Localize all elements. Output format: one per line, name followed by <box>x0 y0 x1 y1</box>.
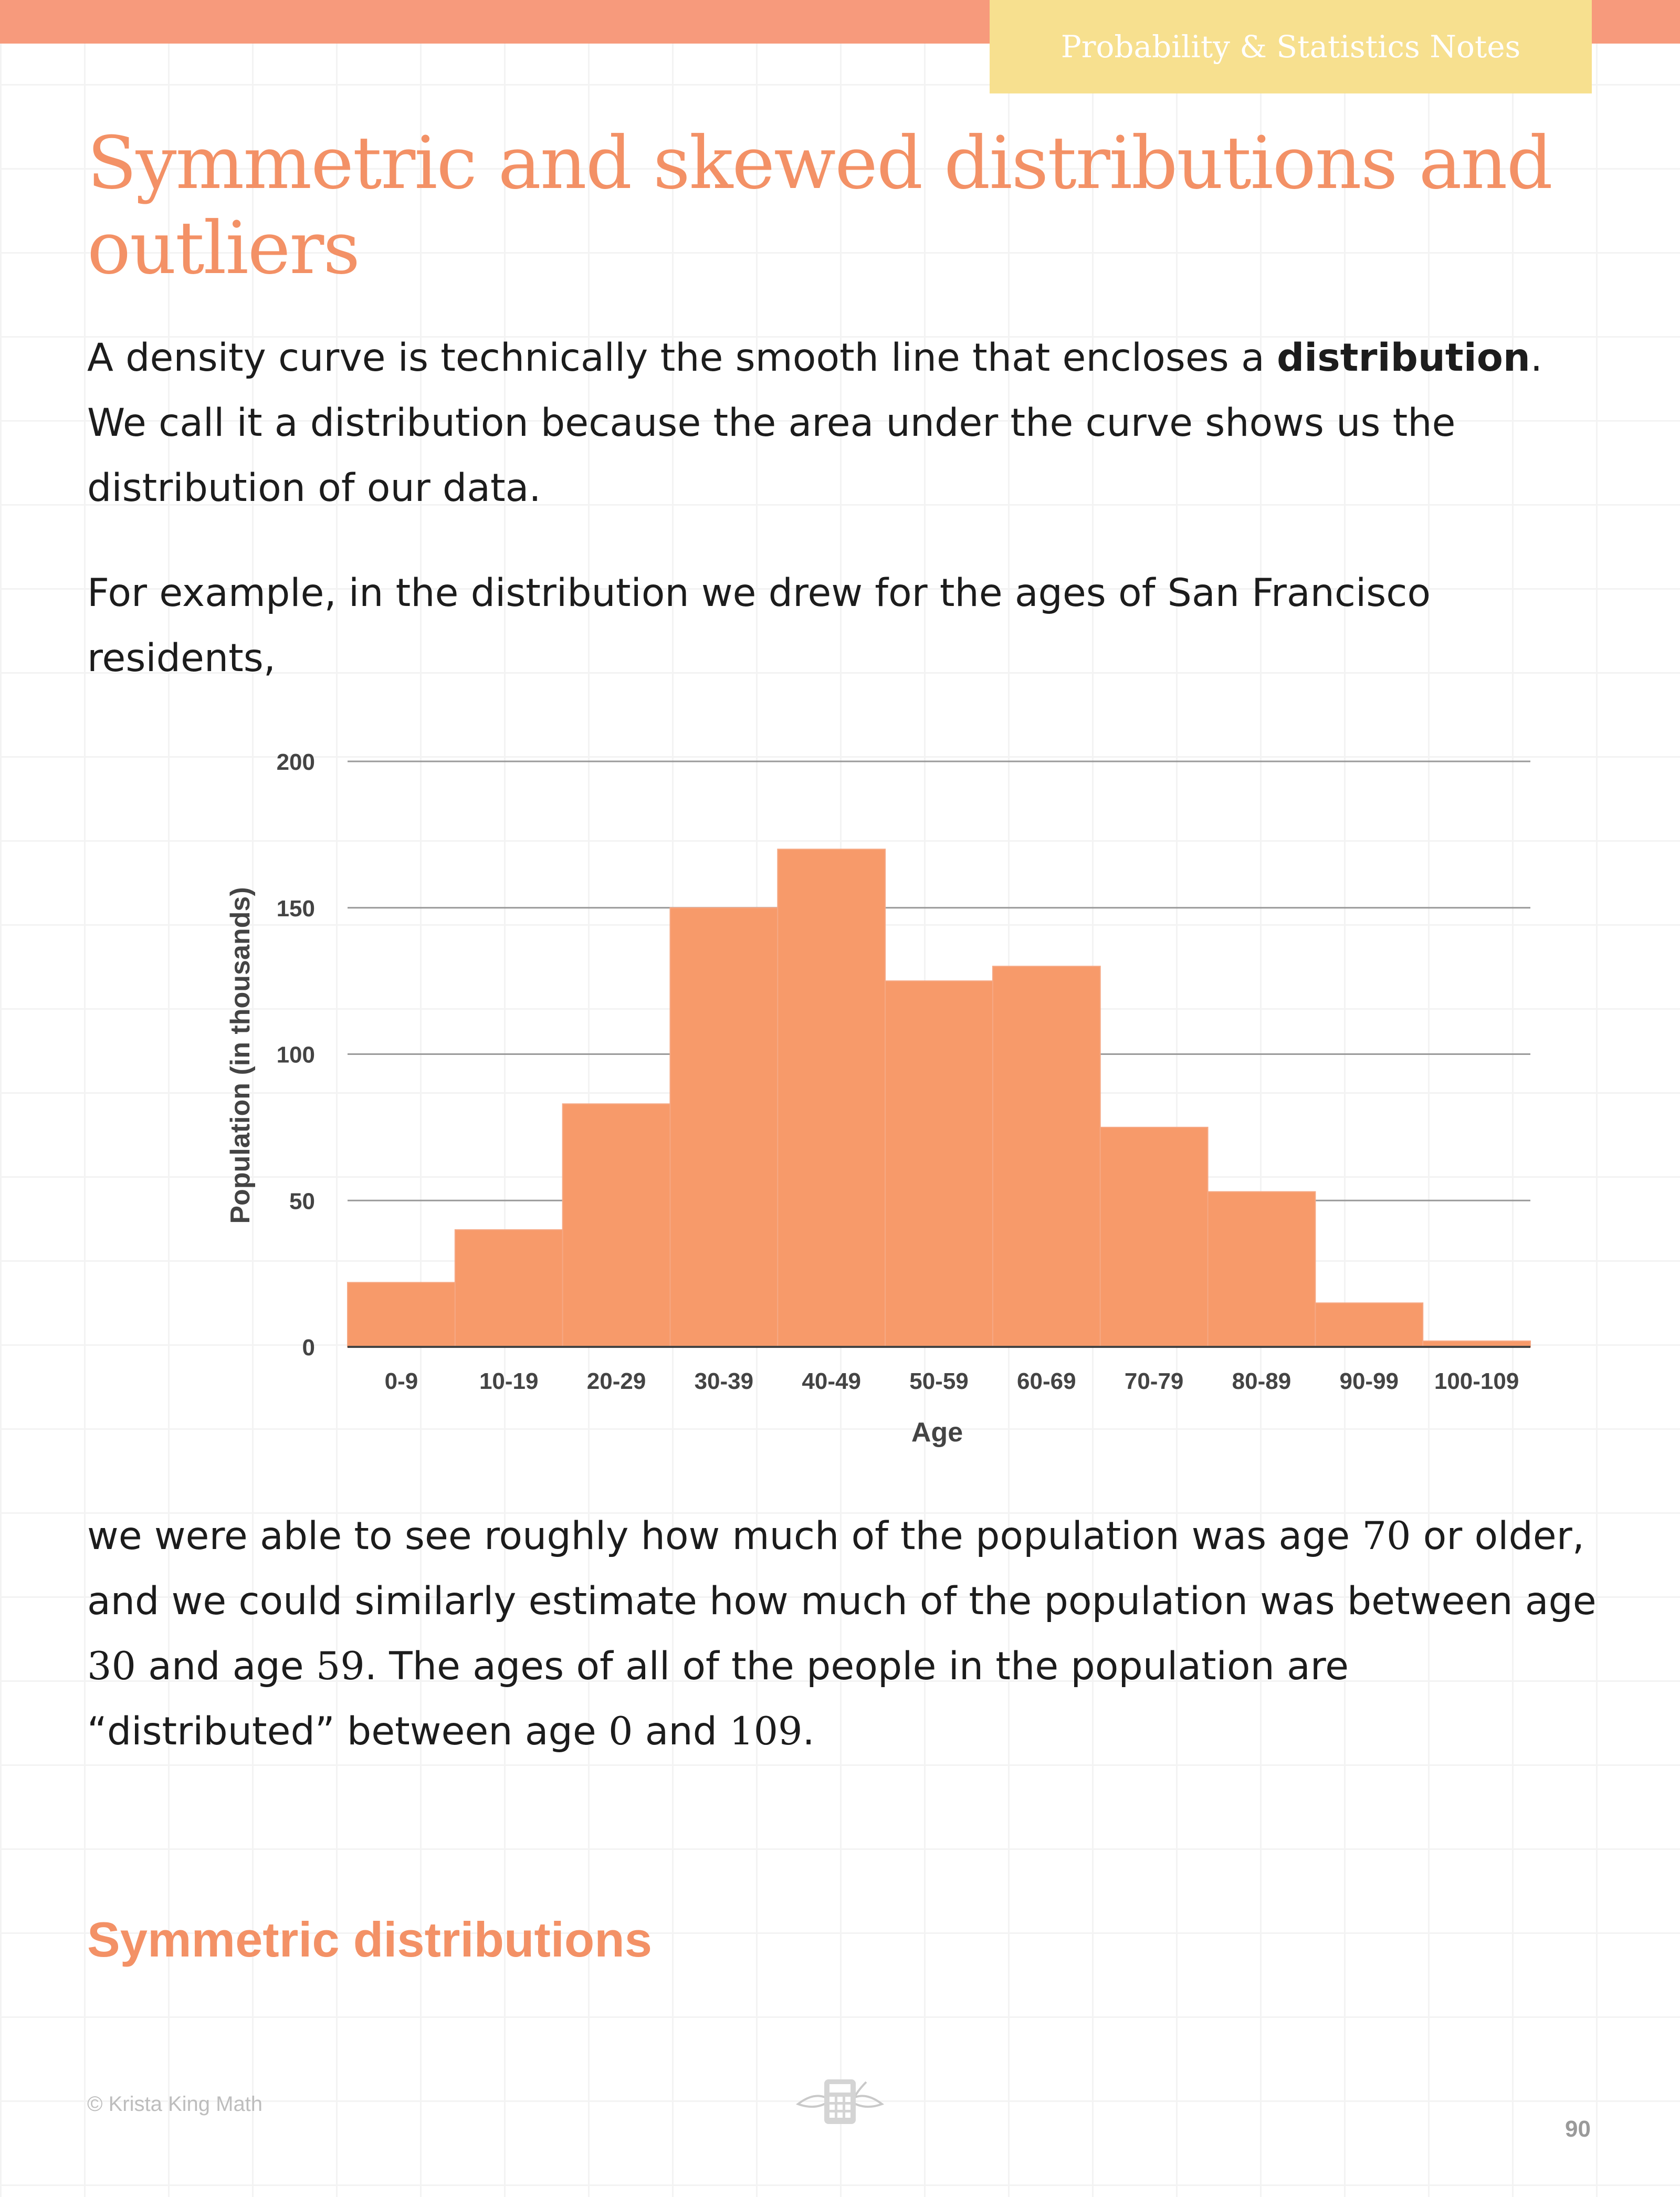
chart-y-axis-label: Population (in thousands) <box>225 887 256 1223</box>
y-tick-label: 200 <box>277 749 315 775</box>
bar-60-69 <box>992 966 1101 1347</box>
x-tick-label: 70-79 <box>1125 1368 1184 1394</box>
x-tick-label: 50-59 <box>909 1368 969 1394</box>
bar-0-9 <box>347 1282 456 1347</box>
calculator-leaves-icon <box>795 2079 885 2124</box>
text-segment: and age <box>135 1644 316 1689</box>
y-tick-label: 100 <box>277 1042 315 1068</box>
x-tick-label: 80-89 <box>1232 1368 1292 1394</box>
x-tick-label: 20-29 <box>587 1368 646 1394</box>
section-heading: Symmetric distributions <box>87 1912 652 1967</box>
intro-paragraph-2: For example, in the distribution we drew… <box>87 571 1431 681</box>
header-tab-label: Probability & Statistics Notes <box>1060 29 1521 65</box>
x-tick-label: 90-99 <box>1339 1368 1399 1394</box>
bar-10-19 <box>454 1229 563 1347</box>
text-segment: or older, and we could similarly estimat… <box>87 1514 1597 1624</box>
age-number: 59 <box>316 1644 365 1689</box>
y-tick-label: 0 <box>302 1335 315 1361</box>
x-tick-label: 100-109 <box>1434 1368 1519 1394</box>
chart-y-ticks: 0 50 100 150 200 <box>277 749 315 1361</box>
bar-50-59 <box>885 980 993 1347</box>
chart-x-ticks: 0-9 10-19 20-29 30-39 40-49 50-59 60-69 70-79 80… <box>385 1368 1519 1394</box>
age-number: 70 <box>1362 1514 1411 1558</box>
footer-copyright: © Krista King Math <box>87 2093 263 2116</box>
chart-bars <box>347 849 1531 1348</box>
intro-text-after: . We call it a distribution because the … <box>87 336 1543 510</box>
page-title: Symmetric and skewed distributions and o… <box>87 121 1553 290</box>
explanation-paragraph: we were able to see roughly how much of … <box>87 1504 1599 1764</box>
age-histogram: 0 50 100 150 200 0-9 10-19 20-29 30-39 40-49 50-5… <box>225 749 1531 1448</box>
bar-80-89 <box>1207 1191 1316 1348</box>
text-segment: . <box>802 1709 815 1754</box>
bar-40-49 <box>777 849 886 1347</box>
bar-30-39 <box>669 907 779 1347</box>
text-segment: . The ages of all of the people in the p… <box>87 1644 1349 1754</box>
age-number: 0 <box>608 1709 633 1754</box>
age-number: 30 <box>87 1644 136 1689</box>
x-tick-label: 60-69 <box>1017 1368 1076 1394</box>
chart-x-axis-label: Age <box>911 1417 963 1448</box>
page-number: 90 <box>1565 2116 1591 2142</box>
y-tick-label: 150 <box>277 896 315 922</box>
bar-20-29 <box>562 1103 671 1348</box>
intro-text-before: A density curve is technically the smoot… <box>87 336 1277 380</box>
x-tick-label: 30-39 <box>695 1368 754 1394</box>
bar-70-79 <box>1099 1126 1209 1347</box>
x-tick-label: 40-49 <box>802 1368 861 1394</box>
header-tab: Probability & Statistics Notes <box>990 0 1592 93</box>
text-segment: and <box>633 1709 730 1754</box>
age-number: 109 <box>729 1709 803 1754</box>
x-tick-label: 0-9 <box>385 1368 418 1394</box>
intro-paragraph-1: A density curve is technically the smoot… <box>87 326 1599 521</box>
distribution-term: distribution <box>1276 336 1530 380</box>
x-tick-label: 10-19 <box>479 1368 539 1394</box>
text-segment: we were able to see roughly how much of … <box>87 1514 1362 1558</box>
y-tick-label: 50 <box>289 1188 315 1214</box>
bar-90-99 <box>1315 1302 1424 1347</box>
